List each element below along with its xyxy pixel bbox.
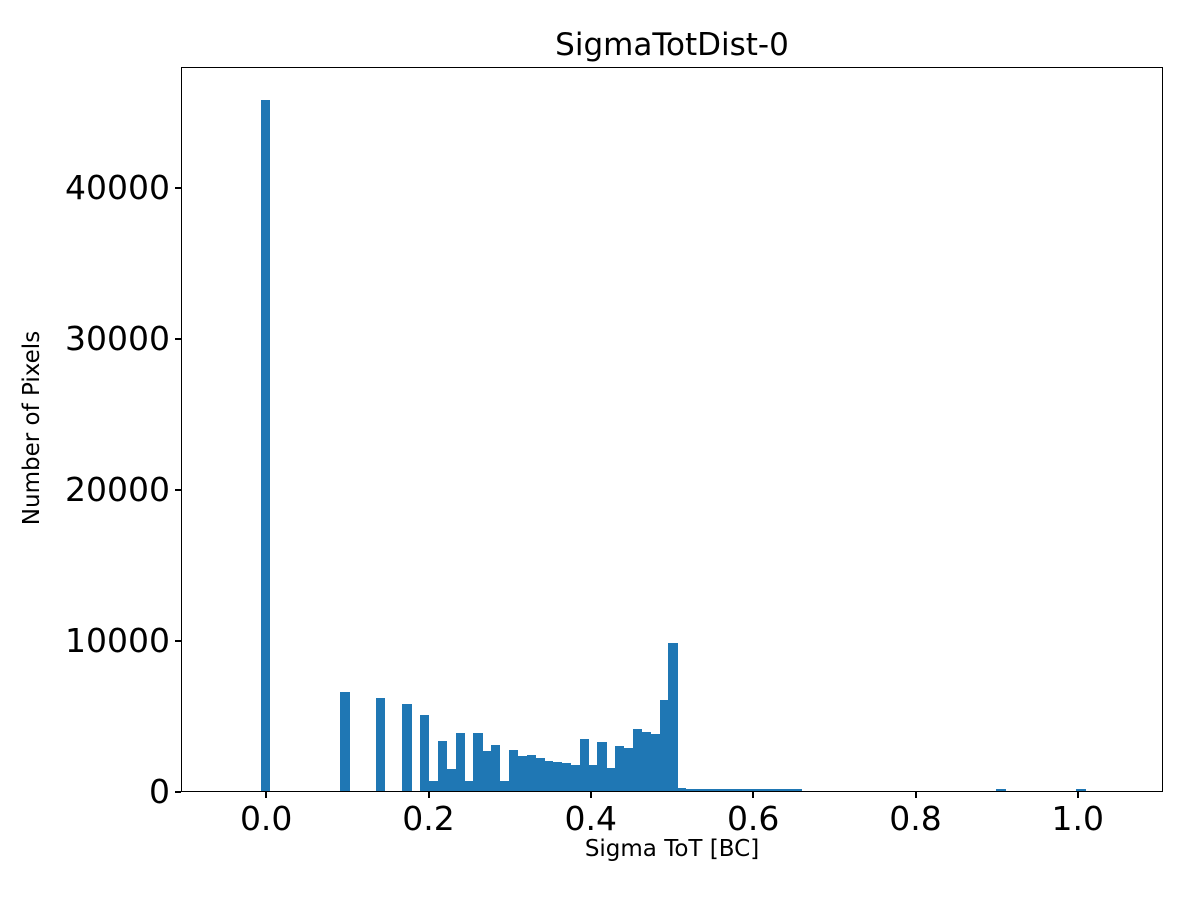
histogram-bar [588, 764, 598, 792]
histogram-bar [721, 789, 731, 792]
histogram-bar [624, 748, 634, 792]
x-tick-label: 0.0 [239, 799, 293, 838]
histogram-bar [615, 745, 625, 792]
histogram-bar [597, 742, 607, 792]
histogram-bar [517, 756, 527, 792]
histogram-bar [739, 789, 749, 792]
histogram-bar [606, 768, 616, 792]
histogram-bar [792, 789, 802, 792]
histogram-bar [402, 704, 412, 792]
y-tick-label: 10000 [65, 620, 170, 660]
histogram-bar [641, 732, 651, 792]
histogram-bar [508, 750, 518, 792]
histogram-bar [695, 789, 705, 792]
histogram-bar [428, 780, 439, 792]
x-tick-label: 1.0 [1051, 799, 1105, 838]
histogram-bar [482, 750, 492, 792]
chart-title: SigmaTotDist-0 [555, 27, 789, 63]
histogram-bar [730, 789, 740, 792]
histogram-bar [1076, 789, 1086, 792]
histogram-bar [748, 789, 758, 792]
histogram-bar [765, 789, 776, 792]
y-tick-label: 30000 [65, 318, 170, 358]
histogram-bar [340, 692, 350, 792]
histogram-bar [455, 733, 465, 792]
x-tick-mark [914, 792, 917, 798]
histogram-bar [703, 789, 714, 792]
histogram-bar [579, 739, 589, 792]
histogram-bar [570, 764, 581, 792]
histogram-bar [774, 789, 785, 792]
y-tick-mark [175, 337, 181, 340]
histogram-bar [446, 768, 456, 792]
x-tick-label: 0.2 [402, 799, 455, 838]
histogram-bar [375, 697, 385, 792]
histogram-bar [553, 761, 563, 792]
histogram-bar [260, 100, 270, 792]
x-tick-mark [589, 792, 592, 798]
x-tick-mark [427, 792, 430, 798]
y-tick-label: 0 [149, 772, 170, 811]
histogram-bar [650, 733, 660, 792]
histogram-bar [544, 760, 554, 792]
histogram-bar [464, 780, 474, 792]
histogram-bar [473, 733, 483, 792]
histogram-bar [712, 789, 722, 792]
histogram-bar [677, 788, 687, 792]
histogram-bar [757, 789, 767, 792]
plot-area [181, 67, 1163, 792]
x-tick-mark [752, 792, 755, 798]
histogram-bar [535, 758, 545, 792]
histogram-bar [632, 729, 643, 792]
histogram-bar [686, 789, 696, 792]
y-tick-mark [175, 639, 181, 642]
y-tick-label: 40000 [65, 167, 170, 207]
histogram-bar [561, 763, 572, 792]
histogram-bar [437, 740, 448, 792]
x-tick-label: 0.8 [889, 799, 942, 838]
x-tick-mark [265, 792, 268, 798]
histogram-bar [420, 715, 430, 792]
histogram-bar [526, 755, 536, 792]
histogram-bar [783, 789, 793, 792]
histogram-bar [499, 781, 510, 792]
y-tick-mark [175, 791, 181, 793]
x-tick-mark [1076, 792, 1079, 798]
x-axis-label: Sigma ToT [BC] [584, 836, 760, 862]
x-tick-label: 0.4 [564, 799, 618, 838]
y-tick-mark [175, 186, 181, 189]
histogram-bar [668, 643, 678, 792]
y-tick-mark [175, 488, 181, 491]
y-tick-label: 20000 [65, 469, 170, 509]
histogram-bar [996, 789, 1006, 792]
histogram-bar [491, 744, 501, 792]
histogram-bar [659, 699, 669, 792]
x-tick-label: 0.6 [726, 799, 780, 838]
